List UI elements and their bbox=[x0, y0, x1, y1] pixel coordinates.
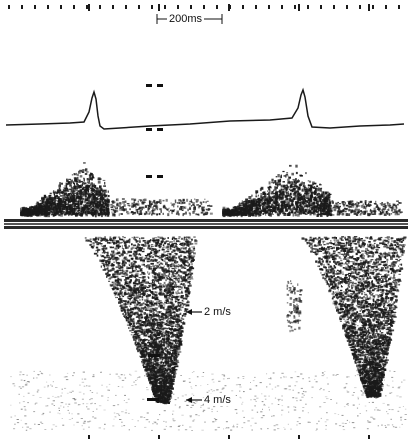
lower-doppler-signal bbox=[84, 236, 407, 405]
upper-doppler-signal bbox=[20, 162, 403, 218]
ecg-trace bbox=[5, 87, 405, 130]
velocity-label-2: 2 m/s bbox=[204, 306, 231, 318]
baseline-band bbox=[4, 219, 408, 229]
background-speckle bbox=[10, 370, 407, 431]
time-scale-label: 200ms bbox=[167, 13, 205, 25]
velocity-arrows bbox=[147, 309, 202, 403]
timing-marker-row-top bbox=[8, 4, 400, 11]
velocity-label-4: 4 m/s bbox=[204, 394, 231, 406]
timing-marker-row-bottom bbox=[88, 435, 370, 439]
reference-dash-marks bbox=[146, 84, 163, 178]
